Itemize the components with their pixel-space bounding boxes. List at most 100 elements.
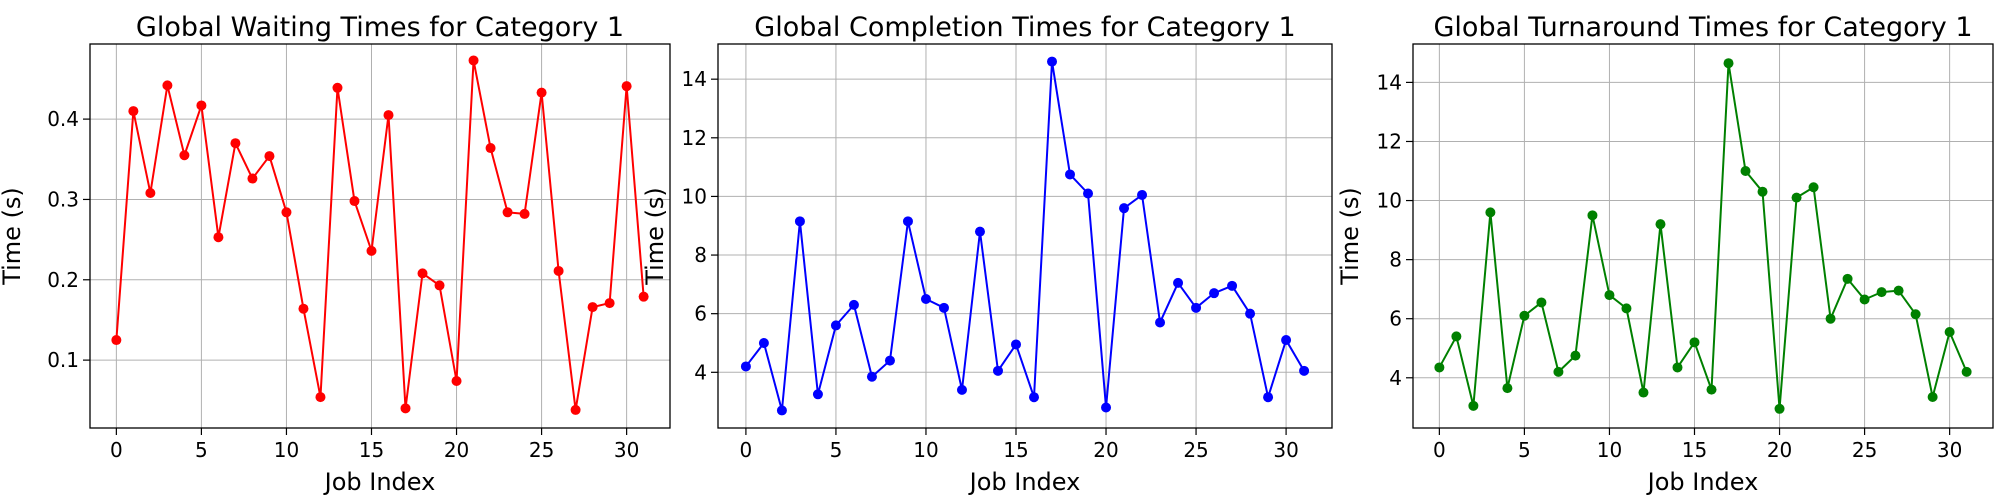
plot-frame bbox=[1412, 43, 1994, 429]
y-tick-label: 8 bbox=[1389, 248, 1402, 272]
data-point bbox=[956, 384, 967, 395]
data-point bbox=[179, 150, 190, 161]
data-point bbox=[1010, 339, 1021, 350]
x-tick-label: 25 bbox=[529, 438, 554, 462]
series-line bbox=[115, 59, 645, 411]
data-point bbox=[1604, 290, 1615, 301]
data-point bbox=[1519, 310, 1530, 321]
data-point bbox=[604, 298, 615, 309]
data-point bbox=[1101, 402, 1112, 413]
data-point bbox=[400, 403, 411, 414]
data-point bbox=[938, 302, 949, 313]
y-tick-label: 12 bbox=[1377, 129, 1402, 153]
y-tick-label: 10 bbox=[1377, 189, 1402, 213]
data-point bbox=[1893, 285, 1904, 296]
data-point bbox=[553, 265, 564, 276]
data-point bbox=[1757, 186, 1768, 197]
data-point bbox=[1155, 317, 1166, 328]
series-line bbox=[1438, 62, 1968, 410]
data-point bbox=[1944, 327, 1955, 337]
data-point bbox=[519, 208, 530, 219]
x-tick-label: 5 bbox=[1518, 438, 1531, 462]
y-tick-label: 0.3 bbox=[47, 187, 79, 211]
y-axis-label: Time (s) bbox=[1336, 187, 1364, 286]
data-point bbox=[434, 280, 445, 291]
y-tick-label: 4 bbox=[1389, 366, 1402, 390]
x-tick-label: 15 bbox=[1003, 438, 1028, 462]
data-point bbox=[451, 376, 462, 387]
data-point bbox=[1842, 273, 1853, 284]
chart-title: Global Waiting Times for Category 1 bbox=[136, 12, 624, 43]
data-point bbox=[417, 268, 428, 279]
x-tick-label: 10 bbox=[913, 438, 938, 462]
x-tick-label: 15 bbox=[359, 438, 384, 462]
x-tick-label: 5 bbox=[830, 438, 843, 462]
data-point bbox=[1047, 56, 1058, 67]
x-axis-label: Job Index bbox=[968, 468, 1081, 496]
data-point bbox=[1173, 277, 1184, 288]
y-tick-label: 4 bbox=[694, 360, 707, 384]
x-tick-label: 10 bbox=[274, 438, 299, 462]
data-point bbox=[1029, 392, 1040, 403]
y-axis-label: Time (s) bbox=[641, 187, 669, 286]
x-axis-label: Job Index bbox=[323, 468, 436, 496]
data-point bbox=[1672, 362, 1683, 373]
data-point bbox=[1655, 219, 1666, 230]
x-tick-label: 5 bbox=[195, 438, 208, 462]
data-point bbox=[1740, 166, 1751, 177]
y-tick-label: 14 bbox=[1377, 70, 1402, 94]
x-tick-label: 30 bbox=[614, 438, 639, 462]
data-point bbox=[1638, 387, 1649, 398]
data-point bbox=[1299, 365, 1310, 376]
data-point bbox=[1774, 403, 1785, 414]
x-tick-label: 15 bbox=[1682, 438, 1707, 462]
plot-frame bbox=[717, 43, 1333, 429]
data-point bbox=[902, 216, 913, 227]
data-point bbox=[1825, 313, 1836, 324]
x-tick-label: 0 bbox=[110, 438, 123, 462]
chart-2: 0 5 10 15 20 25 30 4 6 8 10 12 14 Global Completion T… bbox=[641, 12, 1333, 496]
data-point bbox=[776, 405, 787, 416]
data-point bbox=[1263, 392, 1274, 403]
data-point bbox=[298, 303, 309, 314]
data-point bbox=[128, 106, 139, 117]
data-point bbox=[213, 232, 224, 243]
x-tick-label: 0 bbox=[740, 438, 753, 462]
data-point bbox=[383, 110, 394, 121]
data-point bbox=[1245, 308, 1256, 319]
x-tick-label: 20 bbox=[444, 438, 469, 462]
data-point bbox=[1587, 210, 1598, 221]
data-point bbox=[1553, 366, 1564, 377]
y-tick-label: 8 bbox=[694, 243, 707, 267]
data-point bbox=[349, 196, 360, 207]
y-tick-label: 0.2 bbox=[47, 268, 79, 292]
y-tick-label: 12 bbox=[682, 126, 707, 150]
chart-3: 0 5 10 15 20 25 30 4 6 8 10 12 14 Global Turnaround T… bbox=[1336, 12, 1994, 496]
data-point bbox=[830, 320, 841, 331]
x-tick-label: 0 bbox=[1433, 438, 1446, 462]
data-point bbox=[468, 55, 479, 66]
data-point bbox=[162, 80, 173, 91]
data-point bbox=[366, 245, 377, 256]
data-point bbox=[196, 100, 207, 111]
data-point bbox=[866, 371, 877, 382]
data-point bbox=[884, 355, 895, 366]
data-point bbox=[1468, 400, 1479, 411]
data-point bbox=[1927, 391, 1938, 402]
data-point bbox=[1723, 58, 1734, 69]
series-line bbox=[745, 60, 1305, 412]
y-tick-label: 6 bbox=[694, 302, 707, 326]
data-point bbox=[1137, 189, 1148, 200]
data-point bbox=[1083, 188, 1094, 199]
data-point bbox=[992, 365, 1003, 376]
data-point bbox=[1808, 182, 1819, 193]
data-point bbox=[621, 81, 632, 92]
data-point bbox=[1065, 169, 1076, 180]
chart-title: Global Turnaround Times for Category 1 bbox=[1434, 12, 1973, 43]
chart-1: 0 5 10 15 20 25 30 0.1 0.2 0.3 0.4 Global Waiting T… bbox=[0, 12, 671, 496]
data-point bbox=[247, 173, 258, 184]
data-point bbox=[570, 404, 581, 415]
data-point bbox=[502, 207, 513, 218]
x-tick-label: 25 bbox=[1852, 438, 1877, 462]
